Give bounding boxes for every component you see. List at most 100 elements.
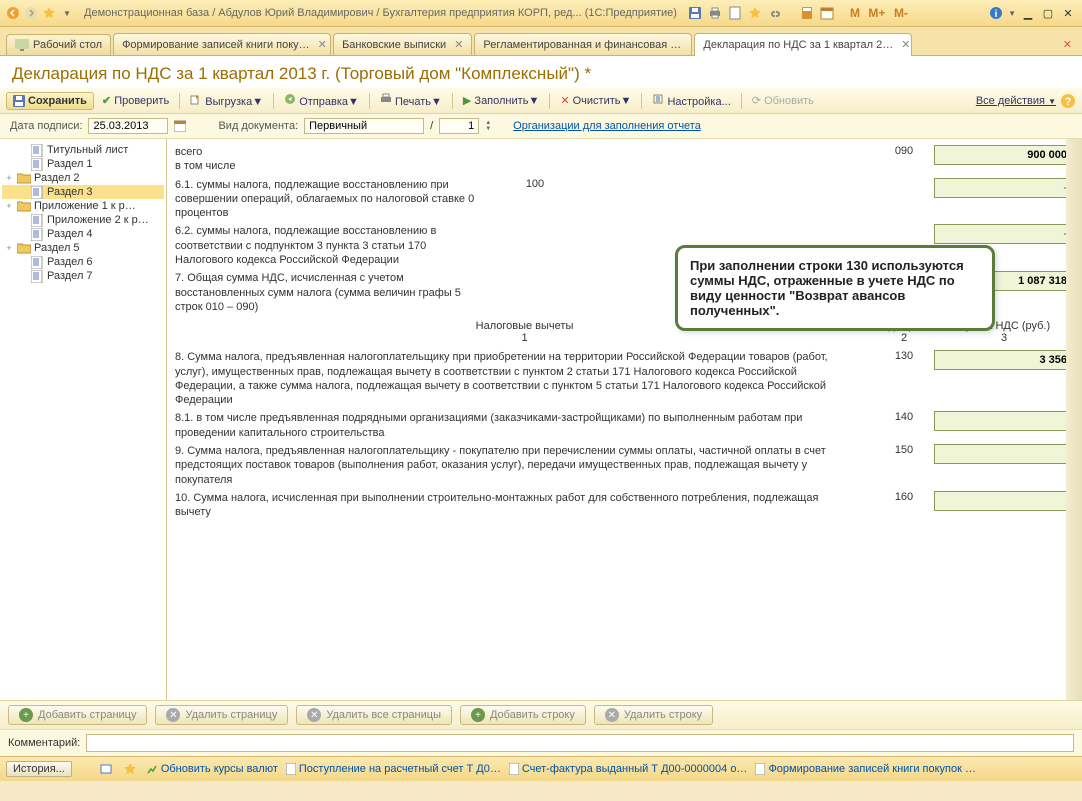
tree-label: Титульный лист xyxy=(47,144,128,156)
print-button[interactable]: Печать▼ xyxy=(376,91,446,110)
mem-m[interactable]: M xyxy=(847,5,863,21)
row-code: 150 xyxy=(874,444,934,456)
calendar-icon[interactable] xyxy=(819,5,835,21)
doc-icon[interactable] xyxy=(727,5,743,21)
status-link-invoice[interactable]: Счет-фактура выданный Т Д00-0000004 о… xyxy=(509,763,748,775)
vertical-scrollbar[interactable] xyxy=(1066,139,1082,700)
tree-item[interactable]: +Раздел 2 xyxy=(2,171,164,185)
add-row-button[interactable]: +Добавить строку xyxy=(460,705,586,725)
row-code: 160 xyxy=(874,491,934,503)
tree-item[interactable]: Раздел 6 xyxy=(2,255,164,269)
comment-label: Комментарий: xyxy=(8,737,80,749)
save-icon[interactable] xyxy=(687,5,703,21)
section-tree: Титульный листРаздел 1+Раздел 2Раздел 3+… xyxy=(0,139,167,700)
tab-label: Формирование записей книги поку… xyxy=(122,39,310,51)
fill-button[interactable]: ▶ Заполнить▼ xyxy=(459,92,543,109)
link-icon[interactable] xyxy=(767,5,783,21)
value-input[interactable] xyxy=(934,444,1074,464)
status-star-icon[interactable] xyxy=(122,761,138,777)
tree-item[interactable]: +Раздел 5 xyxy=(2,241,164,255)
delete-row-button[interactable]: ✕Удалить строку xyxy=(594,705,713,725)
row-desc: 7. Общая сумма НДС, исчисленная с учетом… xyxy=(175,271,505,314)
comment-input[interactable] xyxy=(86,734,1074,752)
document-content: Декларация по НДС за 1 квартал 2013 г. (… xyxy=(0,56,1082,756)
mem-mminus[interactable]: M- xyxy=(891,5,911,21)
value-input[interactable]: - xyxy=(934,178,1074,198)
close-all-tabs-icon[interactable]: ✕ xyxy=(1059,34,1076,55)
forward-icon[interactable] xyxy=(24,6,38,20)
status-icon[interactable] xyxy=(98,761,114,777)
tree-item[interactable]: Раздел 7 xyxy=(2,269,164,283)
document-icon xyxy=(30,256,44,268)
expand-icon[interactable]: + xyxy=(4,243,14,253)
export-button[interactable]: Выгрузка▼ xyxy=(186,91,267,110)
star-icon[interactable] xyxy=(42,6,56,20)
tab-close-icon[interactable]: ✕ xyxy=(454,38,463,51)
save-button[interactable]: Сохранить xyxy=(6,92,94,110)
refresh-button[interactable]: ⟳ Обновить xyxy=(748,92,818,109)
tabbar: Рабочий стол Формирование записей книги … xyxy=(0,27,1082,56)
tab-close-icon[interactable]: ✕ xyxy=(318,38,327,51)
value-input[interactable] xyxy=(934,411,1074,431)
delete-all-pages-button[interactable]: ✕Удалить все страницы xyxy=(296,705,452,725)
params-bar: Дата подписи: Вид документа: / ▲▼ Органи… xyxy=(0,114,1082,139)
tab-bank[interactable]: Банковские выписки ✕ xyxy=(333,33,472,55)
value-input[interactable]: 900 000 xyxy=(934,145,1074,165)
minimize-icon[interactable]: ▁ xyxy=(1020,5,1036,21)
document-icon xyxy=(30,158,44,170)
tab-desktop[interactable]: Рабочий стол xyxy=(6,34,111,55)
mem-mplus[interactable]: M+ xyxy=(867,5,887,21)
row-desc: 6.2. суммы налога, подлежащие восстановл… xyxy=(175,224,505,267)
settings-button[interactable]: Настройка... xyxy=(648,91,734,110)
send-button[interactable]: Отправка▼ xyxy=(280,91,363,110)
tree-label: Приложение 2 к р… xyxy=(47,214,149,226)
calc-icon[interactable] xyxy=(799,5,815,21)
all-actions-button[interactable]: Все действия ▼ xyxy=(976,95,1056,107)
tab-close-icon[interactable]: ✕ xyxy=(689,38,692,51)
value-input[interactable] xyxy=(934,491,1074,511)
star2-icon[interactable] xyxy=(747,5,763,21)
org-link[interactable]: Организации для заполнения отчета xyxy=(513,120,701,132)
document-icon xyxy=(30,228,44,240)
stepper-icon[interactable]: ▲▼ xyxy=(485,120,491,132)
expand-icon[interactable]: + xyxy=(4,201,14,211)
maximize-icon[interactable]: ▢ xyxy=(1040,5,1056,21)
back-icon[interactable] xyxy=(6,6,20,20)
dropdown-icon[interactable]: ▼ xyxy=(60,6,74,20)
tree-item[interactable]: Раздел 1 xyxy=(2,157,164,171)
value-input[interactable]: 3 356 xyxy=(934,350,1074,370)
page-num-input[interactable] xyxy=(439,118,479,134)
delete-page-button[interactable]: ✕Удалить страницу xyxy=(155,705,288,725)
document-icon xyxy=(30,186,44,198)
history-button[interactable]: История... xyxy=(6,761,72,777)
check-button[interactable]: ✔ Проверить xyxy=(98,92,173,109)
tab-reporting[interactable]: Регламентированная и финансовая …✕ xyxy=(474,33,692,55)
info-icon[interactable]: i xyxy=(988,5,1004,21)
tree-item[interactable]: +Приложение 1 к р… xyxy=(2,199,164,213)
statusbar: История... Обновить курсы валют Поступле… xyxy=(0,756,1082,781)
tab-close-icon[interactable]: ✕ xyxy=(901,38,910,51)
clear-button[interactable]: ✕ Очистить▼ xyxy=(556,92,635,109)
add-page-button[interactable]: +Добавить страницу xyxy=(8,705,147,725)
tab-label: Банковские выписки xyxy=(342,39,446,51)
tab-vat-declaration[interactable]: Декларация по НДС за 1 квартал 2…✕ xyxy=(694,33,912,56)
status-link-rates[interactable]: Обновить курсы валют xyxy=(146,763,278,775)
tree-item[interactable]: Титульный лист xyxy=(2,143,164,157)
date-picker-icon[interactable] xyxy=(174,120,186,132)
row-desc: 6.1. суммы налога, подлежащие восстановл… xyxy=(175,178,505,221)
status-link-book[interactable]: Формирование записей книги покупок … xyxy=(755,763,976,775)
status-link-receipt[interactable]: Поступление на расчетный счет Т Д0… xyxy=(286,763,501,775)
tree-item[interactable]: Раздел 4 xyxy=(2,227,164,241)
tree-item[interactable]: Приложение 2 к р… xyxy=(2,213,164,227)
tab-book-records[interactable]: Формирование записей книги поку… ✕ xyxy=(113,33,331,55)
help-icon[interactable]: ? xyxy=(1060,93,1076,109)
tree-label: Раздел 4 xyxy=(47,228,93,240)
print-icon[interactable] xyxy=(707,5,723,21)
tree-item[interactable]: Раздел 3 xyxy=(2,185,164,199)
value-input[interactable]: - xyxy=(934,224,1074,244)
doctype-input[interactable] xyxy=(304,118,424,134)
row-code: 140 xyxy=(874,411,934,423)
date-input[interactable] xyxy=(88,118,168,134)
expand-icon[interactable]: + xyxy=(4,173,14,183)
close-icon[interactable]: ✕ xyxy=(1060,5,1076,21)
